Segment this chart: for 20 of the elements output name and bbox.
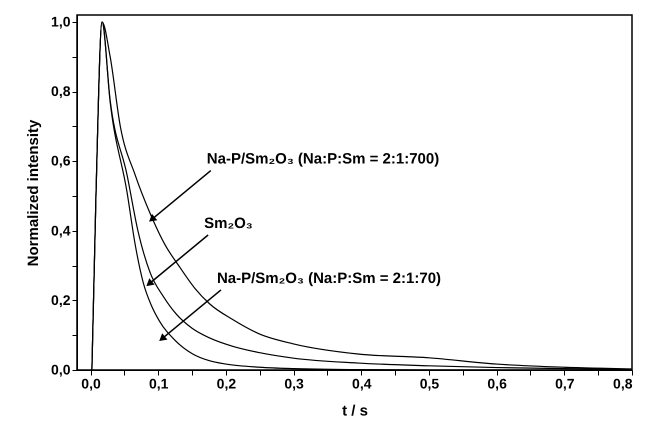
x-tick-label: 0,0 [81,376,101,392]
x-tick-label: 0,5 [420,376,440,392]
x-tick-label: 0,6 [487,376,508,392]
y-axis-title: Normalized intensity [25,118,42,266]
x-tick-label: 0,7 [555,376,575,392]
x-tick-label: 0,1 [148,376,169,392]
y-tick-label: 0,2 [51,292,71,308]
x-tick-label: 0,3 [284,376,304,392]
y-tick-label: 0,4 [51,222,71,238]
x-tick-label: 0,8 [613,376,633,392]
y-tick-label: 0,0 [51,362,71,378]
y-tick-label: 0,8 [51,83,71,100]
x-axis-title: t / s [342,402,368,420]
annotation: Na-P/Sm₂O₃ (Na:P:Sm = 2:1:70) [216,270,442,287]
annotation: Na-P/Sm₂O₃ (Na:P:Sm = 2:1:700) [206,150,440,168]
x-tick-label: 0,2 [216,376,236,392]
annotation: Sm₂O₃ [204,214,253,232]
y-tick-label: 0,6 [51,152,71,169]
y-tick-label: 1,0 [51,13,71,30]
x-tick-label: 0,4 [352,376,372,392]
